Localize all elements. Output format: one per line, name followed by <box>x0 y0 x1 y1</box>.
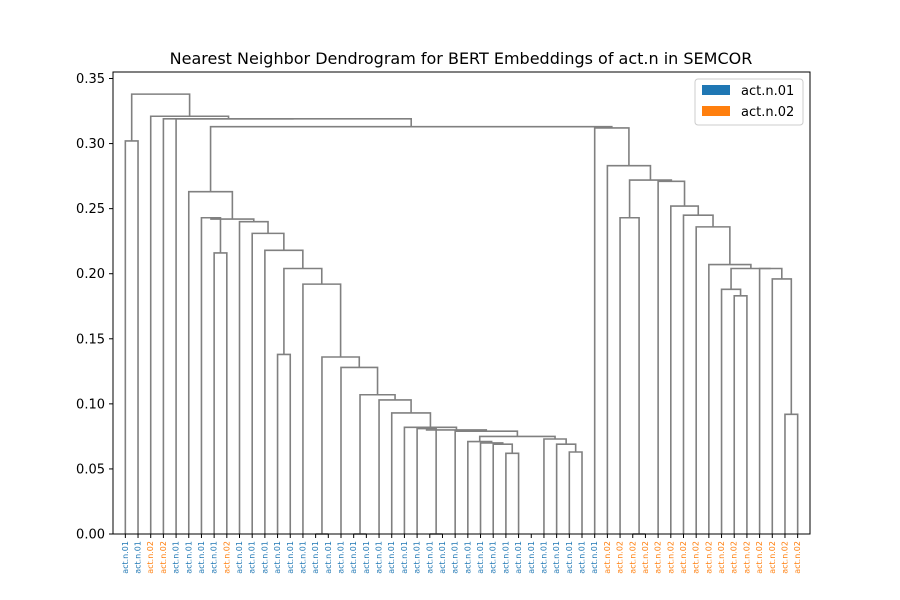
leaf-label: act.n.01 <box>514 541 523 574</box>
leaf-label: act.n.01 <box>324 541 333 574</box>
chart-title: Nearest Neighbor Dendrogram for BERT Emb… <box>170 49 753 68</box>
leaf-label: act.n.02 <box>692 541 701 574</box>
leaf-label: act.n.02 <box>742 541 751 574</box>
leaf-label: act.n.02 <box>222 541 231 574</box>
legend-label-act-n-01: act.n.01 <box>741 84 794 99</box>
leaf-label: act.n.02 <box>159 541 168 574</box>
dendrogram-links <box>124 93 799 535</box>
leaf-label: act.n.02 <box>641 541 650 574</box>
leaf-label: act.n.01 <box>286 541 295 574</box>
leaf-labels: act.n.01 act.n.01 act.n.02 act.n.02 act.n.01… <box>121 534 802 574</box>
leaf-label: act.n.01 <box>489 541 498 574</box>
y-tick-label: 0.10 <box>76 397 105 412</box>
leaf-label: act.n.01 <box>260 541 269 574</box>
leaf-label: act.n.01 <box>134 541 143 574</box>
leaf-label: act.n.01 <box>362 541 371 574</box>
leaf-label: act.n.02 <box>679 541 688 574</box>
leaf-label: act.n.01 <box>451 541 460 574</box>
leaf-label: act.n.01 <box>527 541 536 574</box>
y-tick-label: 0.00 <box>76 528 105 543</box>
leaf-label: act.n.01 <box>172 541 181 574</box>
leaf-label: act.n.01 <box>400 541 409 574</box>
leaf-label: act.n.01 <box>501 541 510 574</box>
legend-swatch-act-n-02 <box>702 106 730 116</box>
y-tick-label: 0.25 <box>76 202 105 217</box>
leaf-label: act.n.01 <box>375 541 384 574</box>
leaf-label: act.n.01 <box>349 541 358 574</box>
leaf-label: act.n.01 <box>425 541 434 574</box>
leaf-label: act.n.02 <box>628 541 637 574</box>
leaf-label: act.n.01 <box>565 541 574 574</box>
leaf-label: act.n.02 <box>717 541 726 574</box>
leaf-label: act.n.02 <box>755 541 764 574</box>
leaf-label: act.n.02 <box>768 541 777 574</box>
leaf-label: act.n.01 <box>298 541 307 574</box>
leaf-label: act.n.02 <box>730 541 739 574</box>
leaf-label: act.n.01 <box>387 541 396 574</box>
leaf-label: act.n.01 <box>210 541 219 574</box>
leaf-label: act.n.02 <box>603 541 612 574</box>
leaf-label: act.n.01 <box>235 541 244 574</box>
y-axis: 0.00 0.05 0.10 0.15 0.20 0.25 0.30 0.35 <box>76 72 113 543</box>
legend: act.n.01 act.n.02 <box>694 78 804 126</box>
leaf-label: act.n.02 <box>780 541 789 574</box>
legend-swatch-act-n-01 <box>702 85 730 95</box>
y-tick-label: 0.15 <box>76 332 105 347</box>
leaf-label: act.n.01 <box>413 541 422 574</box>
leaf-label: act.n.02 <box>666 541 675 574</box>
y-tick-label: 0.30 <box>76 137 105 152</box>
leaf-label: act.n.02 <box>704 541 713 574</box>
plot-frame <box>112 71 811 535</box>
leaf-label: act.n.01 <box>248 541 257 574</box>
leaf-label: act.n.01 <box>590 541 599 574</box>
leaf-label: act.n.02 <box>616 541 625 574</box>
y-tick-label: 0.20 <box>76 267 105 282</box>
dendrogram-link-38 <box>730 267 771 290</box>
leaf-label: act.n.01 <box>476 541 485 574</box>
leaf-label: act.n.01 <box>121 541 130 574</box>
leaf-label: act.n.01 <box>273 541 282 574</box>
leaf-label: act.n.02 <box>793 541 802 574</box>
leaf-label: act.n.02 <box>654 541 663 574</box>
legend-label-act-n-02: act.n.02 <box>741 105 794 120</box>
leaf-label: act.n.01 <box>311 541 320 574</box>
dendrogram-link-49 <box>162 118 294 534</box>
leaf-label: act.n.01 <box>184 541 193 574</box>
y-tick-label: 0.05 <box>76 462 105 477</box>
leaf-label: act.n.01 <box>539 541 548 574</box>
leaf-label: act.n.01 <box>336 541 345 574</box>
leaf-label: act.n.02 <box>146 541 155 574</box>
leaf-label: act.n.01 <box>438 541 447 574</box>
leaf-label: act.n.01 <box>552 541 561 574</box>
y-tick-label: 0.35 <box>76 72 105 87</box>
leaf-label: act.n.01 <box>463 541 472 574</box>
leaf-label: act.n.01 <box>197 541 206 574</box>
leaf-label: act.n.01 <box>578 541 587 574</box>
dendrogram-link-51 <box>130 93 191 141</box>
